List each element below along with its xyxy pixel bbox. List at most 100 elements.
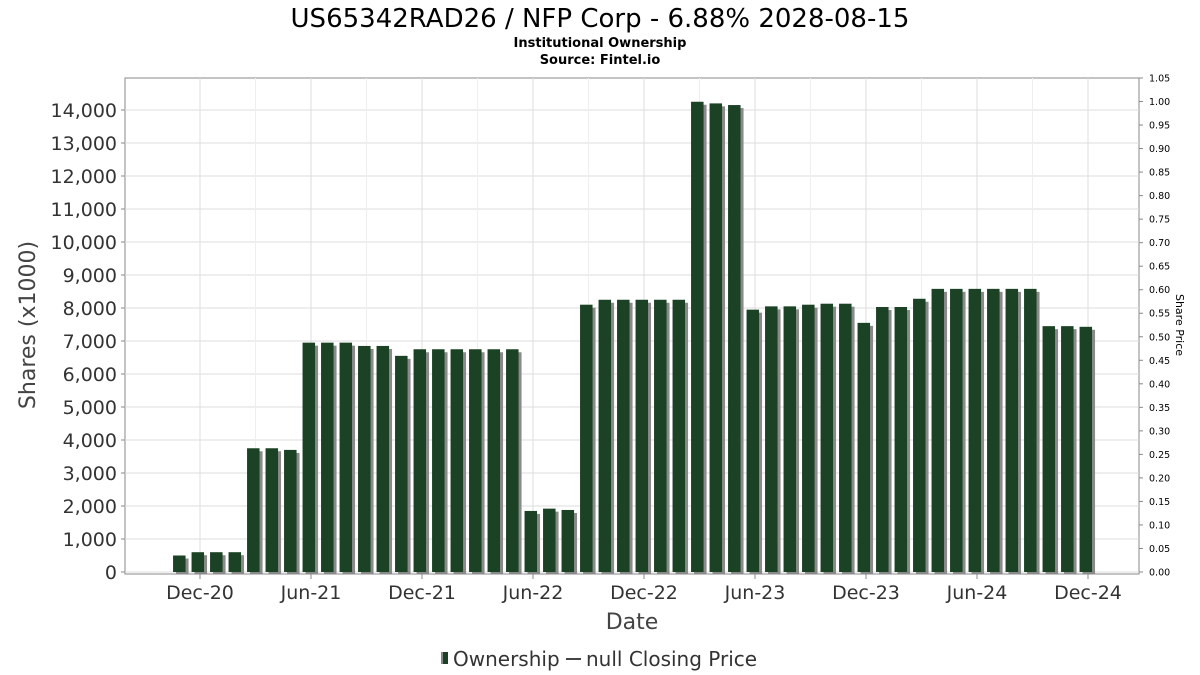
y2-tick-label: 0.20 — [1149, 473, 1170, 484]
y-tick-label: 10,000 — [51, 232, 117, 254]
y2-tick-label: 0.15 — [1149, 497, 1170, 508]
y2-tick-label: 0.60 — [1149, 285, 1170, 296]
y2-axis-label: Share Price — [1173, 294, 1186, 356]
y2-tick-label: 0.55 — [1149, 309, 1170, 320]
bar — [728, 105, 741, 573]
y-axis-label: Shares (x1000) — [16, 241, 41, 409]
y-tick-label: 12,000 — [51, 166, 117, 188]
y2-tick-label: 0.10 — [1149, 520, 1170, 531]
y2-tick-label: 1.00 — [1149, 97, 1170, 108]
bar — [617, 299, 630, 572]
bar — [894, 307, 908, 572]
x-tick-label: Dec-24 — [1054, 582, 1122, 604]
bar — [210, 552, 223, 572]
y2-tick-label: 0.40 — [1149, 379, 1170, 390]
x-tick-label: Dec-23 — [832, 582, 900, 604]
bar — [968, 288, 982, 572]
bar — [191, 552, 205, 572]
bar — [691, 101, 704, 572]
y2-tick-label: 0.95 — [1149, 121, 1170, 132]
chart-title: US65342RAD26 / NFP Corp - 6.88% 2028-08-… — [291, 4, 910, 34]
bar — [931, 288, 945, 572]
y-tick-label: 2,000 — [63, 496, 117, 518]
bar — [857, 322, 871, 572]
bar — [339, 342, 353, 572]
bar — [654, 299, 667, 572]
bar — [876, 307, 889, 572]
x-tick-label: Dec-20 — [166, 582, 234, 604]
bar — [524, 510, 538, 572]
y2-tick-label: 1.05 — [1149, 74, 1170, 85]
bar — [228, 552, 242, 572]
legend-ownership-shadow — [441, 652, 444, 664]
bar — [765, 306, 778, 572]
y-tick-label: 11,000 — [51, 199, 117, 221]
y2-tick-label: 0.30 — [1149, 426, 1170, 437]
bar — [1079, 326, 1093, 572]
bar — [487, 349, 501, 572]
y2-axis-ticks: 0.00 0.05 0.10 0.15 0.20 0.25 0.30 0.35 0.40 0.45… — [1139, 74, 1170, 579]
bar — [469, 349, 482, 572]
y-tick-label: 4,000 — [63, 430, 117, 452]
y-tick-label: 6,000 — [63, 364, 117, 386]
bar — [376, 345, 390, 572]
bar — [247, 448, 260, 572]
bar — [265, 448, 279, 572]
bar — [321, 342, 334, 572]
y2-tick-label: 0.25 — [1149, 450, 1170, 461]
bar — [1024, 288, 1037, 572]
x-tick-label: Jun-24 — [946, 582, 1008, 604]
bar — [783, 306, 797, 572]
bar — [987, 288, 1000, 572]
chart-source: Source: Fintel.io — [540, 53, 661, 68]
x-tick-label: Dec-22 — [610, 582, 678, 604]
y-tick-label: 5,000 — [63, 397, 117, 419]
legend: Ownership null Closing Price — [441, 647, 757, 671]
y-tick-label: 8,000 — [63, 298, 117, 320]
y2-tick-label: 0.05 — [1149, 544, 1170, 555]
bar — [450, 349, 464, 572]
bar — [395, 355, 408, 572]
legend-ownership-swatch — [443, 652, 448, 664]
bar — [950, 288, 963, 572]
bar — [580, 304, 593, 572]
y-tick-label: 0 — [105, 562, 117, 584]
y2-tick-label: 0.35 — [1149, 403, 1170, 414]
y2-tick-label: 0.80 — [1149, 191, 1170, 202]
bar — [709, 103, 723, 573]
bar — [358, 345, 371, 572]
bar — [413, 349, 427, 572]
y-tick-label: 14,000 — [51, 100, 117, 122]
y2-tick-label: 0.85 — [1149, 168, 1170, 179]
bar — [543, 508, 556, 572]
x-tick-label: Jun-23 — [724, 582, 786, 604]
bar — [820, 303, 834, 572]
bar — [1042, 326, 1056, 572]
bar — [561, 509, 575, 572]
y2-tick-label: 0.45 — [1149, 356, 1170, 367]
bar — [173, 555, 186, 572]
x-axis-ticks: Dec-20 Jun-21 Dec-21 Jun-22 Dec-22 Jun-23 Dec-… — [166, 574, 1122, 604]
bar — [598, 299, 612, 572]
bar — [1005, 288, 1019, 572]
chart-subtitle: Institutional Ownership — [514, 36, 687, 51]
y-tick-label: 9,000 — [63, 265, 117, 287]
legend-ownership-label: Ownership — [453, 647, 560, 671]
y2-tick-label: 0.70 — [1149, 238, 1170, 249]
y-tick-label: 3,000 — [63, 463, 117, 485]
bar — [284, 449, 297, 572]
y2-tick-label: 0.90 — [1149, 144, 1170, 155]
legend-price-label: null Closing Price — [586, 647, 757, 671]
y2-tick-label: 0.00 — [1149, 568, 1170, 579]
bar-series-ownership — [173, 101, 1096, 575]
bar — [506, 349, 519, 572]
x-axis-label: Date — [606, 610, 659, 635]
bar — [635, 299, 649, 572]
bar — [746, 309, 760, 572]
y-tick-label: 13,000 — [51, 133, 117, 155]
bar — [802, 304, 815, 572]
y-tick-label: 7,000 — [63, 331, 117, 353]
x-tick-label: Jun-21 — [280, 582, 342, 604]
y2-tick-label: 0.50 — [1149, 332, 1170, 343]
